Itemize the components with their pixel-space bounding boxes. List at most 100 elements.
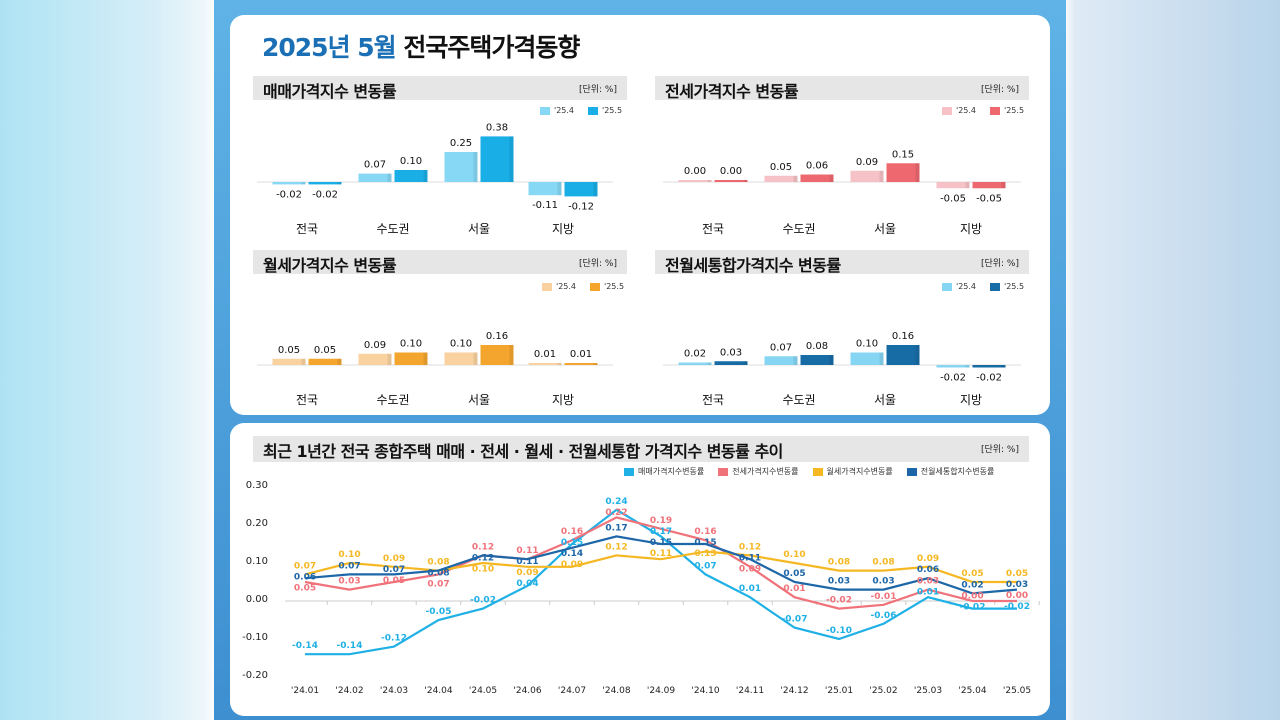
point-label: 0.09 [917,554,939,564]
bar [394,170,428,182]
unit-label: [단위: %] [578,259,617,269]
data-label: 0.10 [400,339,422,350]
bar-edge [879,170,884,182]
data-label: -0.12 [568,201,594,212]
bar [272,358,306,365]
category-label: 지방 [551,222,575,236]
point-label: 0.13 [694,549,716,559]
bar-edge [743,361,748,365]
point-label: 0.08 [427,569,449,579]
y-tick-label: 0.30 [245,480,268,491]
bar-edge [473,152,478,182]
bar [358,173,392,182]
point-label: 0.03 [828,577,850,587]
category-label: 수도권 [782,222,816,236]
category-label: 전국 [295,222,319,236]
point-label: 0.05 [961,569,983,579]
bar [480,136,514,182]
legend-swatch [590,282,601,291]
bar-edge [829,355,834,365]
legend-swatch [942,282,952,291]
point-label: 0.06 [917,565,939,575]
x-tick-label: '25.04 [958,686,987,696]
bar-edge [1001,182,1006,189]
bar-edge [593,182,598,197]
point-label: 0.10 [472,564,494,574]
point-label: 0.12 [605,542,627,552]
bar [564,363,598,365]
bar-edge [829,174,834,182]
bar [850,352,884,365]
jeonse-chart-title: 전세가격지수 변동률 [665,82,799,101]
category-label: 서울 [873,393,897,407]
data-label: 0.10 [450,339,472,350]
bar [936,182,970,189]
series-line [304,535,1018,595]
data-label: 0.10 [856,339,878,350]
legend-item: 매매가격지수변동률 [624,466,704,477]
legend-item: '25.4 [942,106,976,115]
point-label: 0.03 [1006,580,1028,590]
bar [358,353,392,365]
bar-edge [965,182,970,189]
bar [528,363,562,365]
legend-label: '25.4 [556,282,577,291]
point-label: 0.11 [516,546,538,556]
point-label: 0.03 [338,577,360,587]
legend-item: 전월세통합지수변동률 [906,466,995,477]
legend-label: '25.5 [604,282,625,291]
data-label: 0.05 [278,345,300,356]
point-label: 0.12 [472,553,494,563]
data-label: 0.01 [534,349,556,360]
data-label: 0.06 [806,161,828,172]
legend-swatch [718,467,729,476]
x-tick-label: '24.06 [513,686,542,696]
legend-label: '25.4 [956,282,977,291]
legend-swatch [624,467,634,476]
point-label: 0.05 [783,569,805,579]
bar-edge [965,365,970,368]
unit-label: [단위: %] [980,445,1019,455]
data-label: 0.16 [486,331,508,342]
bar-legend: '25.4 '25.5 [540,106,622,115]
bar-edge [793,356,798,365]
bar [444,152,478,182]
point-label: 0.15 [694,538,716,548]
legend-item: '25.5 [588,106,622,115]
legend-label: 전월세통합지수변동률 [920,467,995,476]
category-label: 전국 [701,393,725,407]
bar-edge [793,175,798,182]
y-tick-label: -0.10 [242,632,268,643]
x-tick-label: '25.01 [824,686,854,696]
point-label: 0.15 [561,538,583,548]
category-label: 수도권 [376,393,410,407]
data-label: 0.03 [720,347,742,358]
data-label: -0.02 [312,189,338,200]
trend-chart-header: 최근 1년간 전국 종합주택 매매 · 전세 · 월세 · 전월세통합 가격지수… [253,436,1029,462]
bar [714,361,748,365]
data-label: 0.07 [770,342,792,353]
data-label: 0.02 [684,349,706,360]
x-tick-label: '24.01 [290,686,320,696]
bar-edge [879,352,884,365]
data-label: 0.00 [684,166,706,177]
point-label: -0.10 [826,626,852,636]
trend-chart-title: 최근 1년간 전국 종합주택 매매 · 전세 · 월세 · 전월세통합 가격지수… [263,442,783,461]
x-tick-label: '24.10 [691,686,720,696]
bar-edge [301,358,306,365]
bar-edge [557,363,562,365]
legend-label: '25.5 [1004,106,1025,115]
bar-edge [707,180,712,182]
point-label: 0.14 [561,549,583,559]
point-label: 0.09 [516,568,538,578]
bar [800,355,834,365]
bar [308,358,342,365]
bar [714,180,748,182]
point-label: -0.02 [1004,602,1030,612]
point-label: -0.05 [426,607,452,617]
legend-swatch [588,106,599,115]
point-label: 0.01 [739,584,761,594]
bar [764,175,798,182]
point-label: 0.07 [338,561,360,571]
point-label: 0.11 [650,549,672,559]
